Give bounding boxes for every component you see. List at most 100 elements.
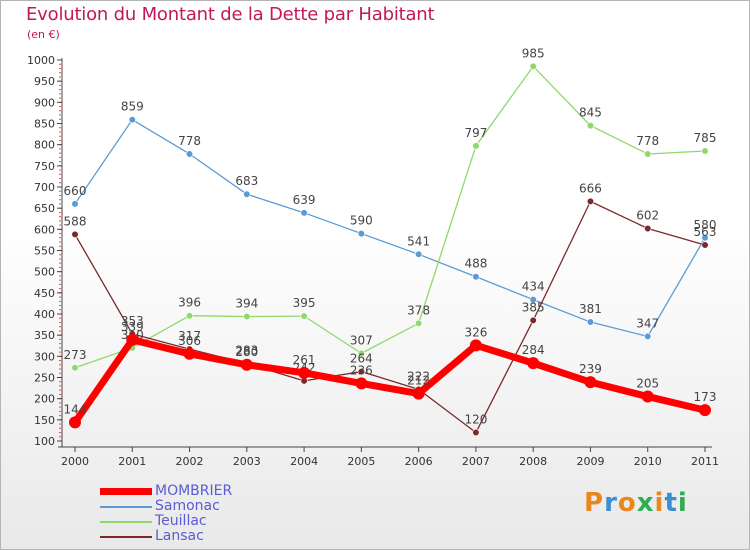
data-label-samonac: 434 [522, 280, 545, 294]
data-point-mombrier [298, 366, 311, 379]
data-label-samonac: 778 [178, 134, 201, 148]
data-point-teuillac [586, 122, 595, 130]
data-label-lansac: 317 [178, 329, 201, 343]
y-tick-label: 200 [34, 393, 55, 406]
data-point-samonac [243, 190, 251, 198]
data-point-samonac [529, 296, 537, 304]
data-label-samonac: 683 [235, 174, 258, 188]
data-label-teuillac: 778 [636, 134, 659, 148]
x-tick-label: 2011 [691, 455, 719, 468]
data-point-teuillac [300, 312, 308, 320]
data-point-teuillac [71, 364, 79, 372]
data-point-lansac [586, 197, 595, 205]
x-tick-label: 2010 [634, 455, 662, 468]
data-label-samonac: 660 [64, 184, 87, 198]
data-label-teuillac: 797 [464, 126, 487, 140]
legend-label: MOMBRIER [155, 483, 233, 499]
data-label-mombrier: 280 [235, 345, 258, 359]
data-label-samonac: 347 [636, 316, 659, 330]
data-point-teuillac [243, 312, 251, 321]
data-label-samonac: 859 [121, 100, 144, 114]
y-tick-label: 500 [34, 266, 55, 279]
data-point-mombrier [527, 357, 540, 370]
y-tick-label: 350 [34, 329, 55, 342]
data-point-samonac [71, 200, 79, 208]
data-label-mombrier: 306 [178, 334, 201, 348]
data-point-lansac [644, 224, 652, 233]
y-tick-label: 300 [34, 350, 55, 363]
data-point-teuillac [472, 142, 480, 150]
data-label-lansac: 120 [464, 413, 487, 427]
data-point-teuillac [529, 62, 537, 70]
y-tick-label: 450 [34, 287, 55, 300]
data-point-mombrier [183, 347, 196, 360]
data-label-samonac: 590 [350, 214, 373, 228]
data-point-mombrier [355, 377, 368, 390]
data-label-lansac: 666 [579, 181, 602, 195]
y-tick-label: 700 [34, 181, 55, 194]
x-tick-label: 2005 [347, 455, 375, 468]
data-label-teuillac: 395 [293, 296, 316, 310]
data-label-teuillac: 396 [178, 296, 201, 310]
series-line-lansac [74, 200, 706, 434]
data-point-lansac [472, 428, 480, 437]
data-point-mombrier [469, 339, 482, 352]
data-label-samonac: 580 [694, 218, 717, 232]
y-tick-label: 600 [34, 223, 55, 236]
x-tick-label: 2001 [118, 455, 146, 468]
data-point-teuillac [185, 312, 194, 320]
y-tick-label: 750 [34, 160, 55, 173]
data-point-samonac [415, 250, 423, 258]
y-tick-label: 100 [34, 435, 55, 448]
data-point-mombrier [126, 333, 139, 346]
y-tick-label: 850 [34, 118, 55, 131]
data-label-teuillac: 273 [64, 348, 87, 362]
data-point-samonac [357, 229, 365, 238]
legend-label: Samonac [155, 498, 220, 514]
data-label-teuillac: 985 [522, 46, 545, 60]
y-tick-label: 550 [34, 245, 55, 258]
data-point-samonac [300, 209, 308, 217]
data-label-teuillac: 307 [350, 333, 373, 347]
data-label-lansac: 588 [64, 214, 87, 228]
y-tick-label: 1000 [27, 54, 55, 67]
data-point-samonac [472, 273, 480, 281]
data-point-samonac [586, 318, 595, 326]
data-label-mombrier: 339 [121, 320, 144, 334]
data-label-mombrier: 212 [407, 374, 430, 388]
data-label-samonac: 541 [407, 234, 430, 248]
data-label-mombrier: 205 [636, 377, 659, 391]
x-tick-label: 2002 [176, 455, 204, 468]
data-point-lansac [71, 230, 79, 239]
data-point-samonac [701, 234, 709, 242]
proxiti-logo: Proxiti [584, 488, 688, 518]
x-tick-label: 2008 [519, 455, 547, 468]
y-tick-label: 150 [34, 414, 55, 427]
legend-swatch [100, 536, 152, 538]
data-label-lansac: 563 [694, 225, 717, 239]
data-point-mombrier [641, 390, 654, 403]
x-tick-label: 2006 [405, 455, 433, 468]
data-point-mombrier [240, 358, 253, 371]
data-point-mombrier [412, 387, 425, 400]
data-label-teuillac: 394 [235, 297, 258, 311]
series-line-teuillac [74, 65, 706, 369]
data-label-teuillac: 378 [407, 303, 430, 317]
data-label-mombrier: 239 [579, 362, 602, 376]
data-label-lansac: 385 [522, 300, 545, 314]
data-point-lansac [529, 316, 537, 324]
data-point-teuillac [644, 150, 652, 158]
data-point-lansac [701, 241, 709, 249]
data-point-teuillac [357, 349, 365, 357]
data-label-teuillac: 785 [694, 131, 717, 145]
data-label-mombrier: 144 [64, 402, 87, 416]
data-point-mombrier [699, 404, 711, 417]
x-tick-label: 2003 [233, 455, 261, 468]
y-tick-label: 400 [34, 308, 55, 321]
x-tick-label: 2004 [290, 455, 318, 468]
data-label-lansac: 264 [350, 352, 373, 366]
series-line-mombrier [72, 336, 706, 425]
chart-subtitle: (en €) [27, 28, 60, 41]
